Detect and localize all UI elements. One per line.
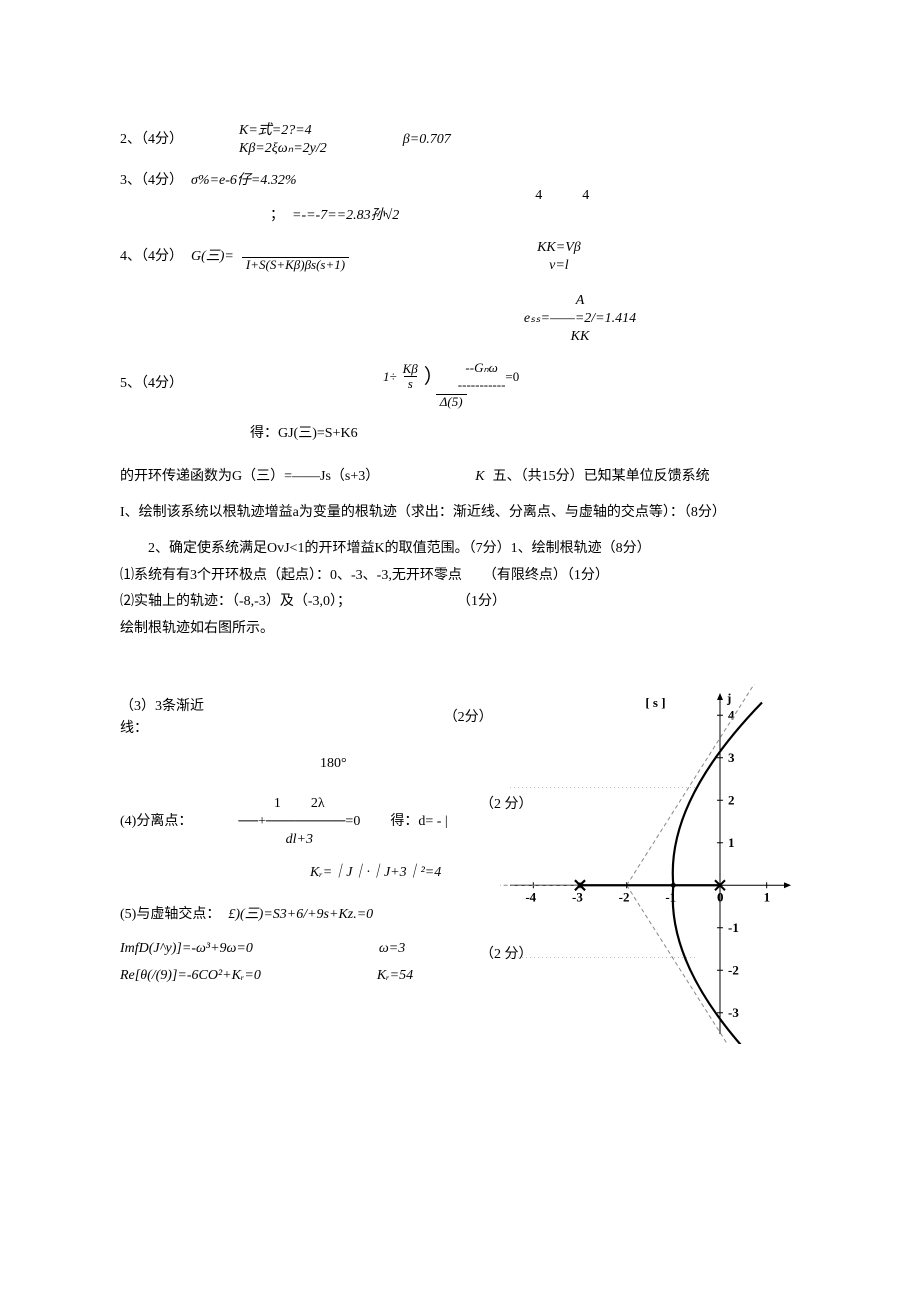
q4-ess-num: A <box>576 292 585 310</box>
p3-angle: 180° <box>320 753 500 775</box>
p5-label: (5)与虚轴交点： <box>120 904 220 926</box>
q3-sep: ； <box>270 205 284 227</box>
svg-text:-1: -1 <box>728 920 739 935</box>
q4-note1: KK=Vβ <box>537 239 581 257</box>
p4-label: (4)分离点： <box>120 811 192 833</box>
q5-kb: Kβ <box>399 362 422 376</box>
q3-row2: ； =-=-7==2.83孙√2 4 4 <box>270 205 800 227</box>
q4-lhs: G(三)= <box>191 246 234 268</box>
q5-delta: Δ(5) <box>436 394 467 409</box>
p4-row: (4)分离点： 1 2λ ──+────────=0 dl+3 得：d= - | <box>120 795 500 850</box>
svg-text:-2: -2 <box>728 962 739 977</box>
p4-res: 得：d= - | <box>390 811 447 833</box>
svg-text:0: 0 <box>717 889 724 904</box>
q4-row: 4、（4分） G(三)= I+S(S+Kβ)βs(s+1) KK=Vβ v=l <box>120 239 800 275</box>
p3-row: （3）3条渐近线： （2分） <box>120 696 500 741</box>
q5b-prefix: 的开环传递函数为G（三）=——Js（s+3） <box>120 466 379 488</box>
svg-text:3: 3 <box>728 750 735 765</box>
p2-intro: 2、确定使系统满足OvJ<1的开环增益K的取值范围。（7分）1、绘制根轨迹（8分… <box>148 538 800 560</box>
q4-label: 4、（4分） <box>120 246 183 268</box>
q2-row: 2、（4分） K=式=2?=4 Kβ=2ξωₙ=2y/2 β=0.707 <box>120 122 800 158</box>
q2-beta: β=0.707 <box>403 129 451 151</box>
q2-line2: Kβ=2ξωₙ=2y/2 <box>239 140 327 158</box>
svg-text:1: 1 <box>764 889 771 904</box>
q5-result: 得：GJ(三)=S+K6 <box>250 426 358 441</box>
p5-re: Re[θ(/(9)]=-6CO²+Kᵣ=0 <box>120 965 261 987</box>
root-locus-figure: -4 -3 -2 -1 0 1 -3 -2 -1 1 2 3 4 [ s ] j <box>500 684 800 1044</box>
q5-dashes: ----------- <box>458 377 506 394</box>
q4-ess-den: KK <box>571 328 590 346</box>
q5b-row: 的开环传递函数为G（三）=——Js（s+3） K 五、（共15分）已知某单位反馈… <box>120 466 800 488</box>
q5-paren: ） <box>424 366 444 388</box>
q5-numpart: 1÷ <box>383 370 397 384</box>
q5-row: 5、（4分） 1÷ Kβ s ） --Gₙω ----------- =0 Δ(… <box>120 360 800 409</box>
svg-text:-4: -4 <box>525 889 536 904</box>
q3-n2: 4 <box>582 187 589 205</box>
q2-stack: K=式=2?=4 Kβ=2ξωₙ=2y/2 <box>239 122 327 158</box>
p5-kr: Kᵣ=54 <box>377 965 413 987</box>
q4-note: KK=Vβ v=l <box>537 239 581 275</box>
p4-eq0: =0 <box>345 814 360 829</box>
p5-row3: Re[θ(/(9)]=-6CO²+Kᵣ=0 Kᵣ=54 <box>120 965 500 987</box>
svg-text:4: 4 <box>728 707 735 722</box>
p2-l2a: ⑵实轴上的轨迹：（-8,-3）及（-3,0）； <box>120 591 351 613</box>
q2-line1: K=式=2?=4 <box>239 122 327 140</box>
q5-s: s <box>404 376 417 391</box>
p5-w: ω=3 <box>379 938 405 960</box>
svg-text:-3: -3 <box>572 889 583 904</box>
q4-frac: I+S(S+Kβ)βs(s+1) <box>242 243 349 273</box>
q4-ess: A eₛₛ=——=2/=1.414 KK <box>360 290 800 347</box>
p2-l2: ⑵实轴上的轨迹：（-8,-3）及（-3,0）； （1分） <box>120 591 800 613</box>
p3-score: （2分） <box>444 707 492 729</box>
p1: I、绘制该系统以根轨迹增益a为变量的根轨迹（求出：渐近线、分离点、与虚轴的交点等… <box>120 502 800 524</box>
p4-num2: 2λ <box>311 795 325 813</box>
p5-im: ImfD(J^y)]=-ω³+9ω=0 <box>120 938 253 960</box>
p5-eq: £)(三)=S3+6/+9s+Kz.=0 <box>228 904 373 926</box>
p2-l1: ⑴系统有有3个开环极点（起点）：0、-3、-3,无开环零点 （有限终点）（1分） <box>120 565 800 587</box>
p3-label: （3）3条渐近线： <box>120 696 230 741</box>
q3-calc: =-=-7==2.83孙√2 <box>292 205 399 227</box>
p4-kr: Kᵣ=｜J｜·｜J+3｜²=4 <box>310 862 500 884</box>
q3-n1: 4 <box>535 187 542 205</box>
svg-text:j: j <box>726 690 731 705</box>
q5b-K: K <box>475 466 484 488</box>
p4-num: 1 <box>274 795 281 813</box>
p4-den: dl+3 <box>286 831 313 849</box>
p4-plus: ──+──────── <box>238 814 345 829</box>
q4-ess-lhs: eₛₛ=——=2/=1.414 <box>524 310 636 328</box>
p2: 2、确定使系统满足OvJ<1的开环增益K的取值范围。（7分）1、绘制根轨迹（8分… <box>120 538 800 640</box>
svg-text:2: 2 <box>728 792 735 807</box>
svg-text:-2: -2 <box>619 889 630 904</box>
p2-l2b: （1分） <box>457 591 506 613</box>
p4-score: （2 分） <box>480 794 533 816</box>
q3-row1: 3、（4分） σ%=e-6仔=4.32% <box>120 170 800 192</box>
svg-text:[ s ]: [ s ] <box>645 695 665 710</box>
svg-text:1: 1 <box>728 835 735 850</box>
q3-label: 3、（4分） <box>120 170 183 192</box>
q3-eq: σ%=e-6仔=4.32% <box>191 170 297 192</box>
svg-text:-1: -1 <box>665 889 676 904</box>
p2-l3: 绘制根轨迹如右图所示。 <box>120 618 800 640</box>
q5-gn: --Gₙω <box>465 360 497 377</box>
root-locus-svg: -4 -3 -2 -1 0 1 -3 -2 -1 1 2 3 4 [ s ] j <box>500 684 800 1044</box>
q5-bigfrac: 1÷ Kβ s ） --Gₙω ----------- =0 Δ(5) <box>379 360 523 409</box>
p5-row2: ImfD(J^y)]=-ω³+9ω=0 ω=3 <box>120 938 500 960</box>
q2-label: 2、（4分） <box>120 129 183 151</box>
svg-text:-3: -3 <box>728 1005 739 1020</box>
q5b-title: 五、（共15分）已知某单位反馈系统 <box>493 466 710 488</box>
p5-score: （2 分） <box>480 944 533 966</box>
p4-frac: 1 2λ ──+────────=0 dl+3 <box>238 795 360 850</box>
q5-result-row: 得：GJ(三)=S+K6 <box>250 423 800 445</box>
q4-den: I+S(S+Kβ)βs(s+1) <box>242 257 349 272</box>
p5-row1: (5)与虚轴交点： £)(三)=S3+6/+9s+Kz.=0 <box>120 904 500 926</box>
figure-wrap: （3）3条渐近线： （2分） 180° (4)分离点： 1 2λ ──+────… <box>120 684 800 1044</box>
q4-note2: v=l <box>537 257 581 275</box>
q5-label: 5、（4分） <box>120 373 183 395</box>
q5-eq0: =0 <box>505 370 519 384</box>
